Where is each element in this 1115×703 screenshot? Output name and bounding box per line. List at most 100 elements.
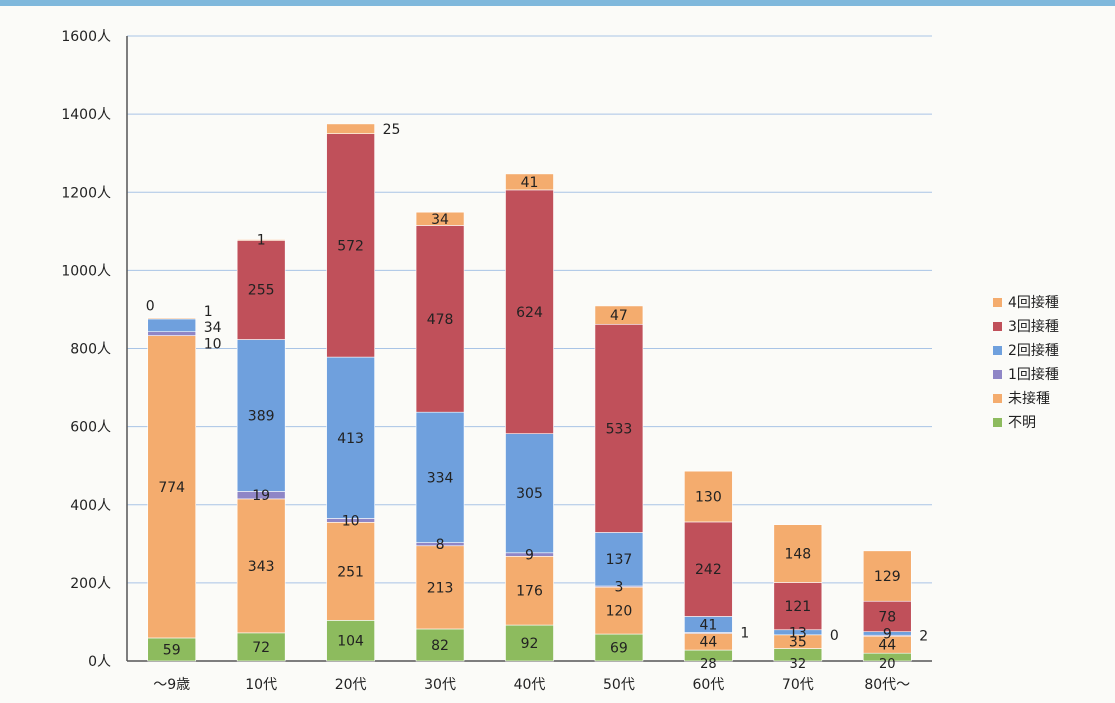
data-label: 9 — [883, 626, 892, 642]
legend-swatch — [993, 346, 1002, 355]
data-label: 69 — [610, 641, 628, 657]
bar-segment — [236, 239, 286, 241]
data-label: 389 — [248, 408, 275, 424]
legend-swatch — [993, 298, 1002, 307]
bar-segment — [147, 331, 197, 336]
legend-swatch — [993, 370, 1002, 379]
data-label: 82 — [431, 638, 449, 654]
data-label: 137 — [606, 552, 633, 568]
data-label: 129 — [874, 569, 901, 585]
legend-label: 未接種 — [1008, 390, 1050, 407]
legend-label: 4回接種 — [1008, 294, 1059, 311]
bar-segment — [147, 318, 197, 333]
data-label: 104 — [337, 634, 364, 650]
y-tick-label: 0人 — [88, 654, 111, 670]
data-label: 92 — [521, 636, 539, 652]
y-tick-label: 1200人 — [61, 185, 111, 201]
bar-segment — [862, 550, 912, 602]
data-label: 1 — [740, 626, 749, 642]
y-tick-label: 1600人 — [61, 29, 111, 45]
legend-label: 1回接種 — [1008, 366, 1059, 383]
bar-segment — [147, 317, 197, 320]
data-label: 13 — [789, 625, 807, 641]
bar-segment — [594, 305, 644, 325]
data-label: 47 — [610, 308, 628, 324]
data-label: 130 — [695, 490, 722, 506]
data-label: 41 — [699, 617, 717, 633]
y-tick-label: 800人 — [70, 342, 111, 358]
data-label: 1 — [257, 233, 266, 249]
bar-segment — [236, 339, 286, 492]
data-label: 35 — [789, 635, 807, 651]
bar-segment — [326, 356, 375, 519]
y-tick-label: 400人 — [70, 498, 111, 514]
bar-segment — [415, 628, 465, 662]
data-label: 32 — [790, 657, 807, 672]
data-label: 121 — [784, 599, 811, 615]
legend-label: 不明 — [1008, 415, 1036, 431]
bar-segment — [773, 582, 823, 631]
data-label: 19 — [252, 488, 270, 504]
x-tick-label: 30代 — [424, 677, 456, 693]
data-label: 305 — [516, 486, 543, 502]
x-tick-label: 60代 — [692, 677, 724, 693]
x-tick-label: 40代 — [514, 677, 546, 693]
data-label: 8 — [436, 537, 445, 553]
bar-segment — [236, 239, 286, 340]
data-label: 774 — [158, 480, 185, 496]
data-label: 20 — [879, 657, 896, 672]
x-tick-label: 80代〜 — [864, 677, 910, 693]
data-label: 59 — [163, 642, 181, 658]
bar-segment — [505, 556, 554, 626]
bar-segment — [415, 545, 465, 630]
data-label: 25 — [383, 122, 401, 138]
bar-segment — [505, 624, 554, 662]
data-label: 10 — [342, 513, 360, 529]
data-label: 334 — [427, 470, 454, 486]
data-label: 0 — [146, 298, 155, 314]
legend-label: 3回接種 — [1008, 318, 1059, 335]
data-label: 78 — [878, 609, 896, 625]
bar-segment — [326, 522, 375, 621]
data-label: 34 — [204, 320, 222, 336]
data-label: 0 — [830, 628, 839, 644]
y-tick-label: 1400人 — [61, 107, 111, 123]
data-label: 176 — [516, 584, 543, 600]
data-label: 413 — [337, 431, 364, 447]
data-label: 2 — [919, 629, 928, 645]
legend-swatch — [993, 394, 1002, 403]
data-label: 72 — [252, 640, 270, 656]
data-label: 251 — [337, 564, 364, 580]
data-label: 28 — [700, 657, 717, 672]
x-tick-label: 70代 — [782, 677, 814, 693]
top-border — [0, 0, 1115, 6]
bar-segment — [236, 498, 286, 634]
y-tick-label: 1000人 — [61, 263, 111, 279]
bar-segment — [415, 225, 465, 413]
data-label: 120 — [606, 604, 633, 620]
bar-segment — [505, 433, 554, 554]
x-tick-label: 20代 — [335, 677, 367, 693]
bar-segment — [505, 189, 554, 434]
legend-label: 2回接種 — [1008, 342, 1059, 359]
data-label: 3 — [614, 580, 623, 596]
data-label: 9 — [525, 548, 534, 564]
bar-segment — [326, 133, 375, 358]
x-tick-label: 10代 — [245, 677, 277, 693]
x-tick-label: 〜9歳 — [153, 677, 190, 693]
bar-segment — [684, 470, 733, 523]
data-label: 624 — [516, 305, 543, 321]
data-label: 343 — [248, 559, 275, 575]
bar-segment — [147, 335, 197, 639]
bar-segment — [326, 123, 375, 134]
data-label: 10 — [204, 337, 222, 353]
bar-segment — [773, 524, 823, 583]
legend-swatch — [993, 418, 1002, 427]
data-label: 572 — [337, 238, 364, 254]
data-label: 41 — [521, 175, 539, 191]
x-tick-label: 50代 — [603, 677, 635, 693]
bar-segment — [684, 521, 733, 617]
data-label: 213 — [427, 580, 454, 596]
data-label: 478 — [427, 312, 454, 328]
